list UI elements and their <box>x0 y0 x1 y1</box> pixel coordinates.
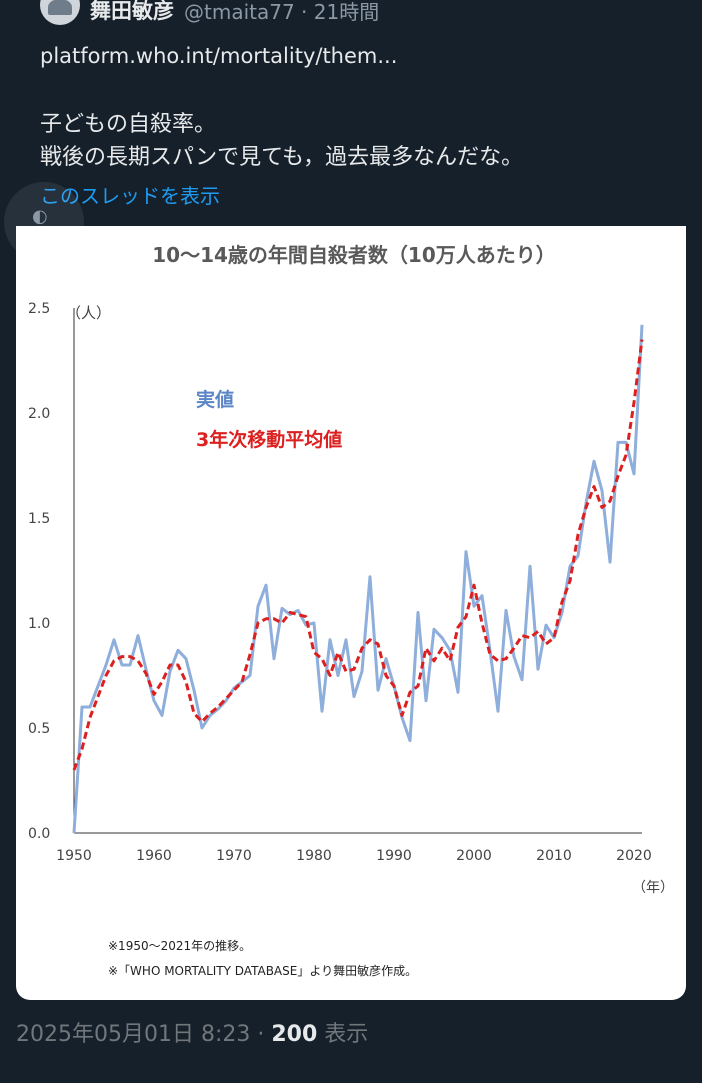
avatar[interactable] <box>40 0 80 25</box>
post-header: 舞田敏彦 @tmaita77 · 21時間 <box>40 0 379 28</box>
timestamp-text: 2025年05月01日 8:23 · <box>16 1022 272 1047</box>
series-line-actual <box>72 324 644 834</box>
views-count: 200 <box>271 1022 318 1047</box>
attached-image[interactable]: 10～14歳の年間自殺者数（10万人あたり） （人） （年） 実値 3年次移動平… <box>16 226 686 1000</box>
y-tick-label: 0.5 <box>28 721 50 737</box>
chart-title: 10～14歳の年間自殺者数（10万人あたり） <box>152 243 556 267</box>
note-line-1: ※1950～2021年の推移。 <box>108 939 251 953</box>
x-tick-label: 1990 <box>376 848 412 864</box>
views-label: 表示 <box>317 1022 369 1047</box>
x-tick-label: 1970 <box>216 848 252 864</box>
legend-actual: 実値 <box>196 388 234 411</box>
x-tick-label: 1980 <box>296 848 332 864</box>
post-timestamp: 2025年05月01日 8:23 · 200 表示 <box>16 1016 368 1048</box>
legend-moving-average: 3年次移動平均値 <box>196 428 342 451</box>
y-unit-label: （人） <box>66 304 111 322</box>
suicide-rate-chart: 10～14歳の年間自殺者数（10万人あたり） （人） （年） 実値 3年次移動平… <box>28 243 674 978</box>
link-url[interactable]: platform.who.int/mortality/them... <box>40 44 398 68</box>
post-body: 子どもの自殺率。 戦後の長期スパンで見ても，過去最多なんだな。 <box>40 112 524 170</box>
y-tick-label: 1.5 <box>28 511 50 527</box>
x-tick-label: 2020 <box>616 848 652 864</box>
y-tick-label: 1.0 <box>28 616 50 632</box>
note-line-2: ※「WHO MORTALITY DATABASE」より舞田敏彦作成。 <box>108 963 417 978</box>
y-tick-label: 2.5 <box>28 301 50 317</box>
author-handle-time[interactable]: @tmaita77 · 21時間 <box>184 0 380 24</box>
x-tick-label: 2000 <box>456 848 492 864</box>
show-thread-link[interactable]: このスレッドを表示 <box>40 184 220 208</box>
author-name[interactable]: 舞田敏彦 <box>90 0 174 23</box>
y-tick-label: 0.0 <box>28 826 50 842</box>
series-line-moving-average <box>72 339 644 771</box>
x-tick-label: 2010 <box>536 848 572 864</box>
x-unit-label: （年） <box>632 880 674 896</box>
y-tick-label: 2.0 <box>28 406 50 422</box>
half-circle-icon: ◐ <box>32 206 48 227</box>
x-tick-label: 1960 <box>136 848 172 864</box>
x-tick-label: 1950 <box>56 848 92 864</box>
